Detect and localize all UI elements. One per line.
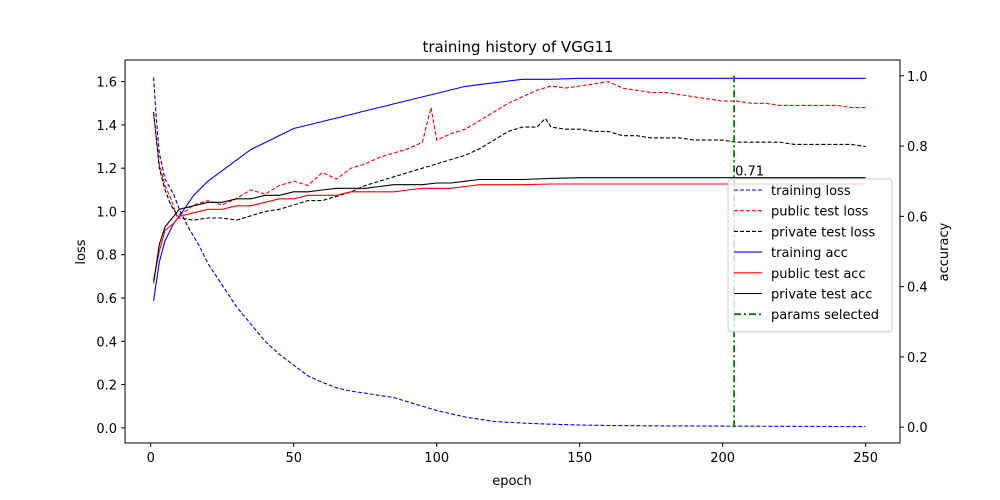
x-tick-label: 250 <box>853 451 878 466</box>
left-tick-label: 1.6 <box>96 76 117 91</box>
x-tick-label: 0 <box>147 451 155 466</box>
legend-label: public test acc <box>771 267 866 282</box>
series-line-private-test-acc <box>153 177 866 284</box>
left-tick-label: 1.2 <box>96 162 117 177</box>
x-axis-label: epoch <box>492 474 532 489</box>
selected-value-annotation: 0.71 <box>735 165 764 180</box>
x-axis-ticks: 0 50 100 150 200 250 <box>147 443 878 466</box>
left-axis-ticks: 0.0 0.2 0.4 0.6 0.8 1.0 1.2 1.4 1.6 <box>96 76 125 437</box>
right-tick-label: 0.2 <box>907 351 928 366</box>
series-line-public-test-acc <box>153 183 866 280</box>
series-line-private-test-loss <box>153 111 866 221</box>
left-tick-label: 0.8 <box>96 249 117 264</box>
left-tick-label: 1.0 <box>96 205 117 220</box>
plot-frame <box>124 59 901 444</box>
legend: training loss public test loss private tes… <box>727 178 893 333</box>
right-tick-label: 0.6 <box>907 210 928 225</box>
left-axis-label: loss <box>74 239 89 264</box>
chart-title: training history of VGG11 <box>422 38 613 56</box>
left-tick-label: 0.0 <box>96 422 117 437</box>
right-tick-label: 0.0 <box>907 421 928 436</box>
right-axis-ticks: 0.0 0.2 0.4 0.6 0.8 1.0 <box>900 70 928 436</box>
x-tick-label: 100 <box>424 451 449 466</box>
legend-label: training acc <box>771 246 848 261</box>
x-tick-label: 150 <box>567 451 592 466</box>
legend-box <box>727 178 893 333</box>
series-line-training-acc <box>153 77 866 301</box>
right-tick-label: 0.8 <box>907 140 928 155</box>
legend-label: private test acc <box>771 288 872 303</box>
right-tick-label: 1.0 <box>907 70 928 85</box>
left-tick-label: 1.4 <box>96 119 117 134</box>
legend-label: private test loss <box>771 225 876 240</box>
right-axis-label: accuracy <box>937 222 952 281</box>
legend-label: params selected <box>771 308 879 323</box>
x-tick-label: 200 <box>710 451 735 466</box>
left-tick-label: 0.4 <box>96 335 117 350</box>
legend-label: public test loss <box>771 205 869 220</box>
legend-label: training loss <box>771 184 851 199</box>
x-tick-label: 50 <box>285 451 302 466</box>
left-tick-label: 0.6 <box>96 292 117 307</box>
right-tick-label: 0.4 <box>907 281 928 296</box>
left-tick-label: 0.2 <box>96 379 117 394</box>
